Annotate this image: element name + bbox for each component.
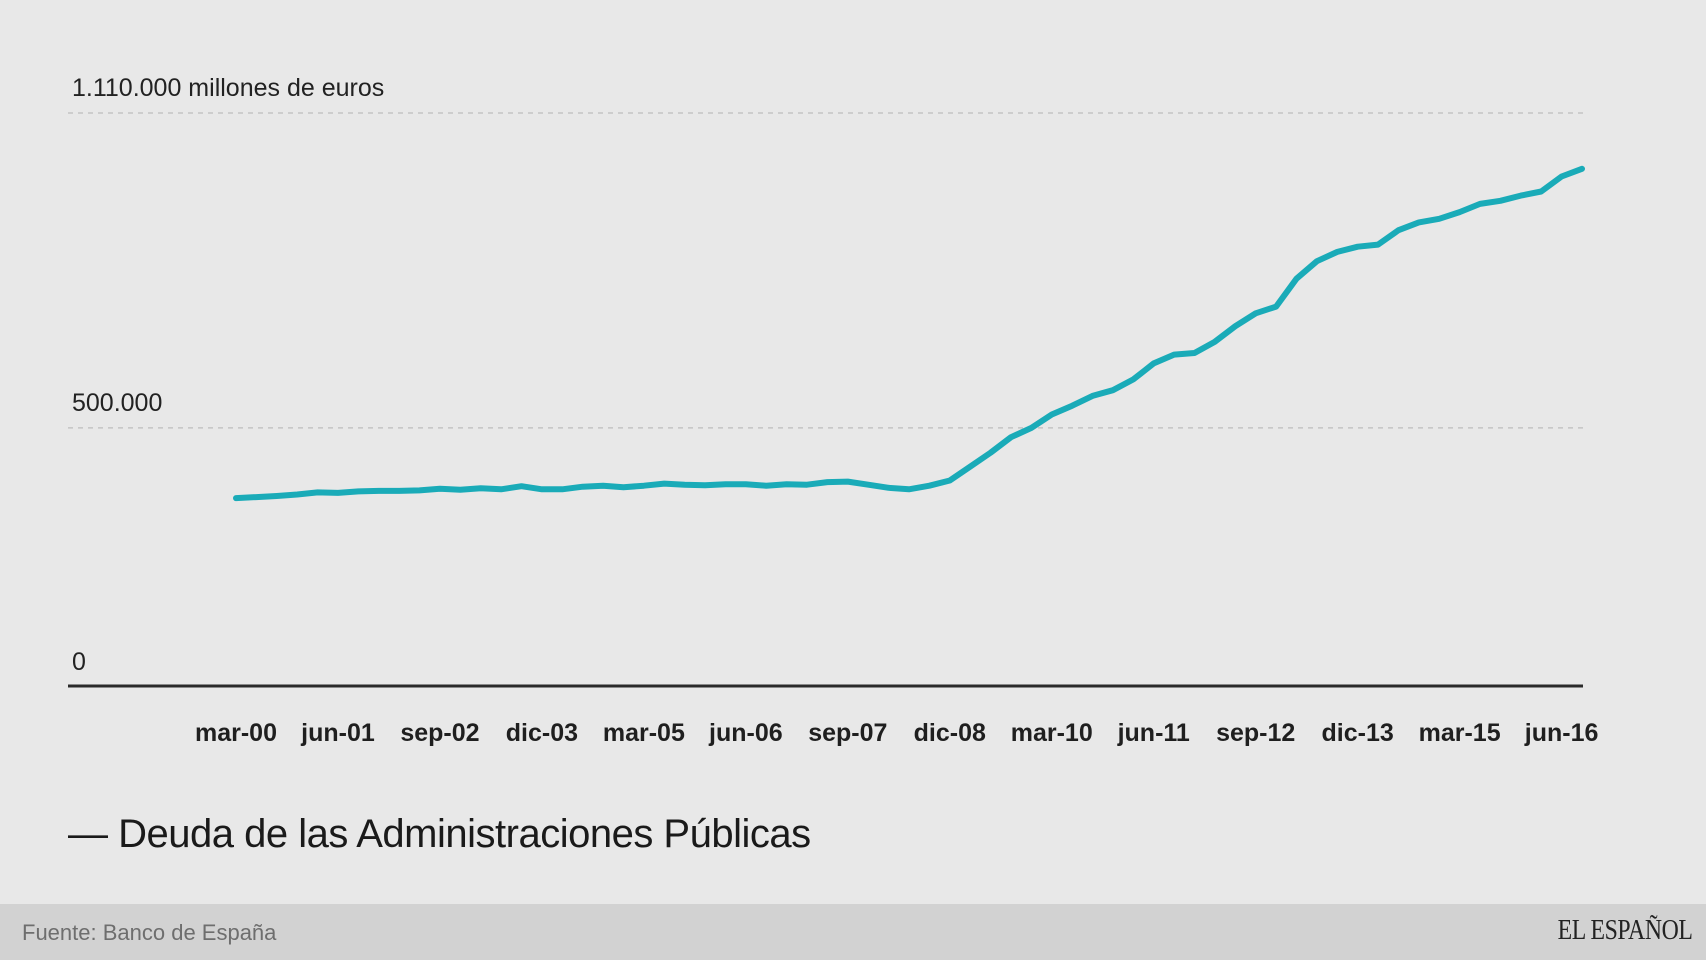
y-tick-label-0: 0 — [72, 648, 86, 676]
x-tick-label: sep-02 — [400, 719, 479, 747]
x-tick-label: mar-05 — [603, 719, 685, 747]
x-tick-label: mar-15 — [1419, 719, 1501, 747]
x-tick-labels: mar-00 jun-01 sep-02 dic-03 mar-05 jun-06 sep-… — [195, 719, 1598, 747]
gridlines — [68, 112, 1583, 429]
x-tick-label: mar-10 — [1011, 719, 1093, 747]
x-tick-label: jun-06 — [708, 719, 783, 747]
legend-item-deuda: — Deuda de las Administraciones Públicas — [68, 812, 811, 856]
x-tick-label: jun-16 — [1524, 719, 1599, 747]
x-tick-label: jun-01 — [300, 719, 375, 747]
source-note: Fuente: Banco de España — [22, 920, 277, 945]
line-chart: mar-00 jun-01 sep-02 dic-03 mar-05 jun-06 sep-… — [68, 112, 1598, 747]
series-line-deuda — [233, 165, 1585, 502]
x-tick-label: sep-12 — [1216, 719, 1295, 747]
x-tick-label: dic-08 — [914, 719, 986, 747]
el-espanol-logo: EL ESPAÑOL — [1557, 914, 1692, 946]
x-tick-label: jun-11 — [1117, 719, 1190, 747]
x-tick-label: sep-07 — [808, 719, 887, 747]
footer-bar: Fuente: Banco de España EL ESPAÑOL — [0, 904, 1706, 960]
y-tick-label-500000: 500.000 — [72, 389, 163, 417]
x-tick-label: mar-00 — [195, 719, 277, 747]
x-tick-label: dic-03 — [506, 719, 578, 747]
x-tick-label: dic-13 — [1322, 719, 1394, 747]
y-tick-label-top: 1.110.000 millones de euros — [72, 74, 385, 102]
